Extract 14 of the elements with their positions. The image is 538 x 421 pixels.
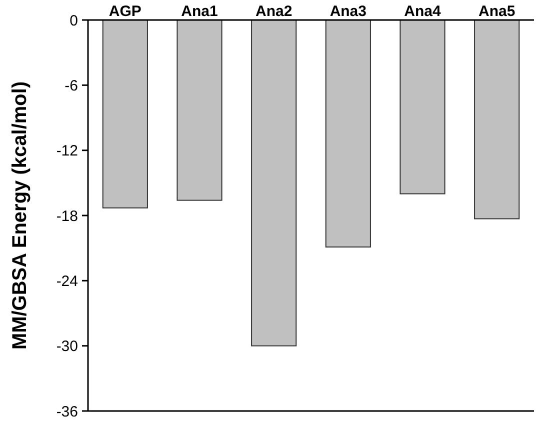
x-tick-label: Ana5	[478, 3, 516, 20]
y-tick-label: -36	[56, 403, 78, 420]
y-tick-label: -24	[56, 272, 78, 290]
x-tick-label: AGP	[108, 3, 142, 20]
x-tick-label: Ana2	[255, 3, 292, 20]
x-tick-label: Ana1	[181, 3, 218, 20]
y-axis-title: MM/GBSA Energy (kcal/mol)	[9, 81, 31, 350]
x-tick-label: Ana3	[330, 3, 367, 20]
x-tick-label: Ana4	[404, 3, 442, 20]
y-tick-label: -12	[56, 142, 78, 160]
y-tick-label: -18	[56, 208, 78, 225]
y-tick-label: 0	[70, 12, 78, 30]
y-tick-label: -6	[64, 77, 78, 94]
y-tick-label: -30	[56, 338, 78, 356]
